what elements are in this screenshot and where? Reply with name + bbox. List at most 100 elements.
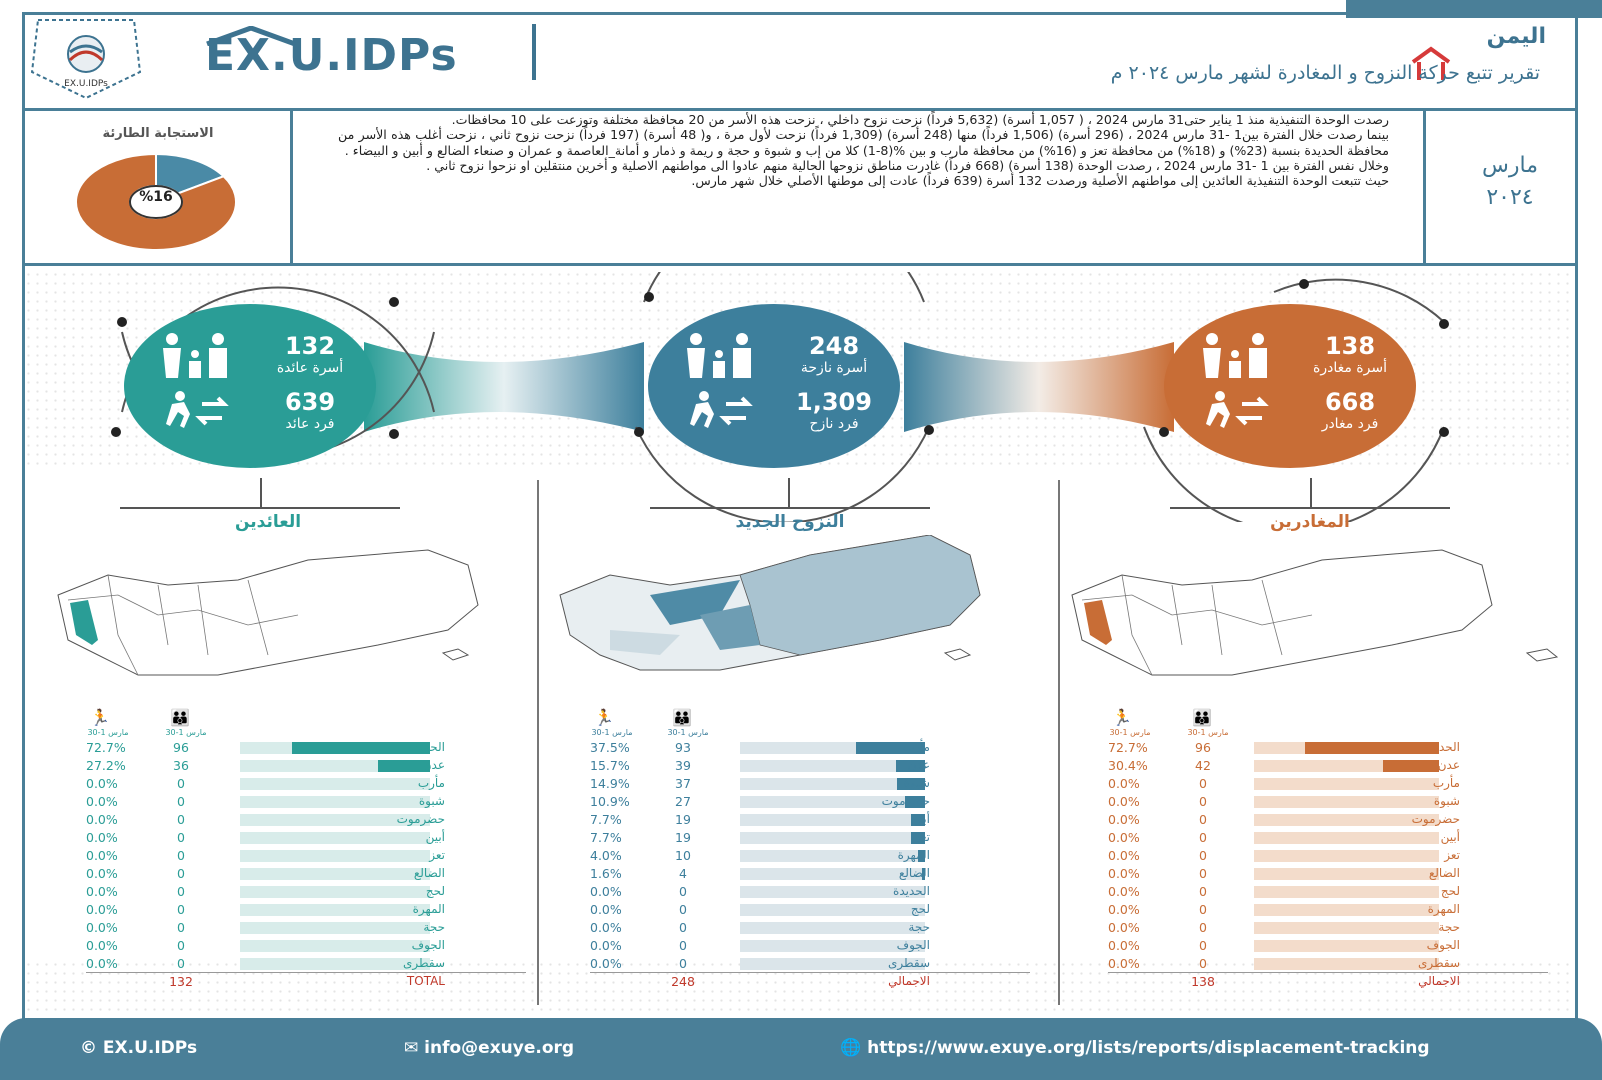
row-count: 0 — [177, 776, 185, 791]
returnees-individuals-count: 639 — [284, 388, 336, 416]
row-governorate: عدن — [1437, 758, 1460, 772]
row-governorate: مأرب — [1432, 776, 1460, 790]
row-percent: 0.0% — [1108, 920, 1140, 935]
row-bar-track — [740, 940, 925, 952]
row-count: 0 — [1199, 794, 1207, 809]
row-bar-track — [240, 742, 430, 754]
envelope-icon: ✉ — [404, 1038, 419, 1058]
house-icon — [1411, 46, 1451, 80]
row-bar-track — [740, 742, 925, 754]
row-percent: 0.0% — [1108, 866, 1140, 881]
row-count: 0 — [177, 830, 185, 845]
returnees-individuals-label: فرد عائد — [285, 416, 335, 432]
page-frame — [22, 12, 1578, 1027]
row-count: 0 — [679, 902, 687, 917]
row-percent: 72.7% — [1108, 740, 1148, 755]
row-bar-track — [1254, 796, 1439, 808]
row-governorate: مأرب — [417, 776, 445, 790]
row-governorate: الجوف — [1426, 938, 1460, 952]
row-percent: 0.0% — [590, 884, 622, 899]
row-percent: 0.0% — [86, 830, 118, 845]
footer-email[interactable]: ✉ info@exuye.org — [404, 1038, 574, 1058]
row-count: 19 — [675, 830, 691, 845]
departed-families-label: أسرة مغادرة — [1313, 360, 1387, 376]
footer-email-text: info@exuye.org — [424, 1038, 575, 1058]
footer-url-text: https://www.exuye.org/lists/reports/disp… — [867, 1038, 1430, 1058]
total-label: الاجمالي — [1418, 974, 1460, 988]
row-bar-track — [240, 814, 430, 826]
row-governorate: أبين — [910, 812, 930, 826]
report-month-name: مارس — [1482, 153, 1538, 178]
family-icon — [163, 333, 227, 378]
report-title: تقرير تتبع حركة النزوح و المغادرة لشهر م… — [1110, 62, 1540, 84]
summary-band — [24, 108, 1576, 266]
row-percent: 7.7% — [590, 812, 622, 827]
svg-text:EX.U.IDPs: EX.U.IDPs — [64, 79, 108, 89]
departed-title: المغادرين — [1270, 512, 1350, 532]
departing-person-icon — [1206, 391, 1269, 428]
individuals-column-icon: 🏃 — [594, 708, 614, 727]
row-bar-track — [240, 850, 430, 862]
row-bar-fill — [911, 832, 925, 844]
row-governorate: سقطرى — [888, 956, 930, 970]
row-governorate: لحج — [910, 902, 930, 916]
row-count: 4 — [679, 866, 687, 881]
row-bar-fill — [897, 778, 925, 790]
row-percent: 10.9% — [590, 794, 630, 809]
row-count: 0 — [1199, 902, 1207, 917]
displaced-circle-bg — [648, 304, 900, 468]
summary-text: رصدت الوحدة التنفيذية منذ 1 يناير حتى31 … — [298, 112, 1423, 262]
row-bar-track — [1254, 940, 1439, 952]
row-count: 0 — [679, 920, 687, 935]
row-percent: 27.2% — [86, 758, 126, 773]
row-percent: 0.0% — [590, 920, 622, 935]
row-governorate: الحديدة — [408, 740, 445, 754]
footer-bar — [0, 1018, 1602, 1080]
row-percent: 0.0% — [590, 938, 622, 953]
row-bar-track — [740, 850, 925, 862]
row-governorate: المهرة — [1427, 902, 1460, 916]
moving-person-icon — [690, 391, 753, 428]
row-bar-track — [1254, 778, 1439, 790]
row-governorate: الضالع — [898, 866, 930, 880]
individuals-column-icon: 🏃 — [1112, 708, 1132, 727]
row-governorate: حضرموت — [1411, 812, 1460, 826]
row-bar-track — [240, 958, 430, 970]
row-governorate: حضرموت — [881, 794, 930, 808]
departed-families-count: 138 — [1324, 332, 1376, 360]
emergency-value: %16 — [139, 189, 173, 205]
row-bar-track — [1254, 814, 1439, 826]
row-bar-track — [240, 868, 430, 880]
row-count: 42 — [1195, 758, 1211, 773]
row-count: 0 — [177, 884, 185, 899]
row-percent: 30.4% — [1108, 758, 1148, 773]
brand-divider — [532, 24, 536, 80]
row-percent: 14.9% — [590, 776, 630, 791]
row-percent: 72.7% — [86, 740, 126, 755]
row-percent: 37.5% — [590, 740, 630, 755]
families-column-head: مارس 1-30 — [1187, 728, 1229, 737]
row-bar-track — [1254, 958, 1439, 970]
row-count: 96 — [173, 740, 189, 755]
connector-departed-base — [1170, 507, 1450, 509]
row-count: 0 — [177, 956, 185, 971]
row-bar-track — [1254, 868, 1439, 880]
row-percent: 0.0% — [86, 812, 118, 827]
row-governorate: لحج — [1440, 884, 1460, 898]
row-governorate: الضالع — [413, 866, 445, 880]
row-bar-track — [240, 760, 430, 772]
departed-circle-bg — [1164, 304, 1416, 468]
footer-url[interactable]: 🌐 https://www.exuye.org/lists/reports/di… — [840, 1038, 1430, 1058]
individuals-column-head: مارس 1-30 — [1109, 728, 1151, 737]
row-percent: 0.0% — [86, 902, 118, 917]
row-governorate: عدن — [422, 758, 445, 772]
displaced-families-label: أسرة نازحة — [800, 360, 868, 376]
displaced-map — [559, 535, 981, 671]
summary-paragraph-3: وخلال نفس الفترة بين 1 -31 مارس 2024 ، ر… — [426, 157, 1389, 173]
row-percent: 0.0% — [86, 884, 118, 899]
row-bar-track — [740, 904, 925, 916]
families-column-icon: 👪 — [1192, 708, 1212, 727]
connector-displaced — [788, 478, 790, 508]
family-icon — [1203, 333, 1267, 378]
organization-logo: EX.U.IDPs — [26, 14, 146, 102]
